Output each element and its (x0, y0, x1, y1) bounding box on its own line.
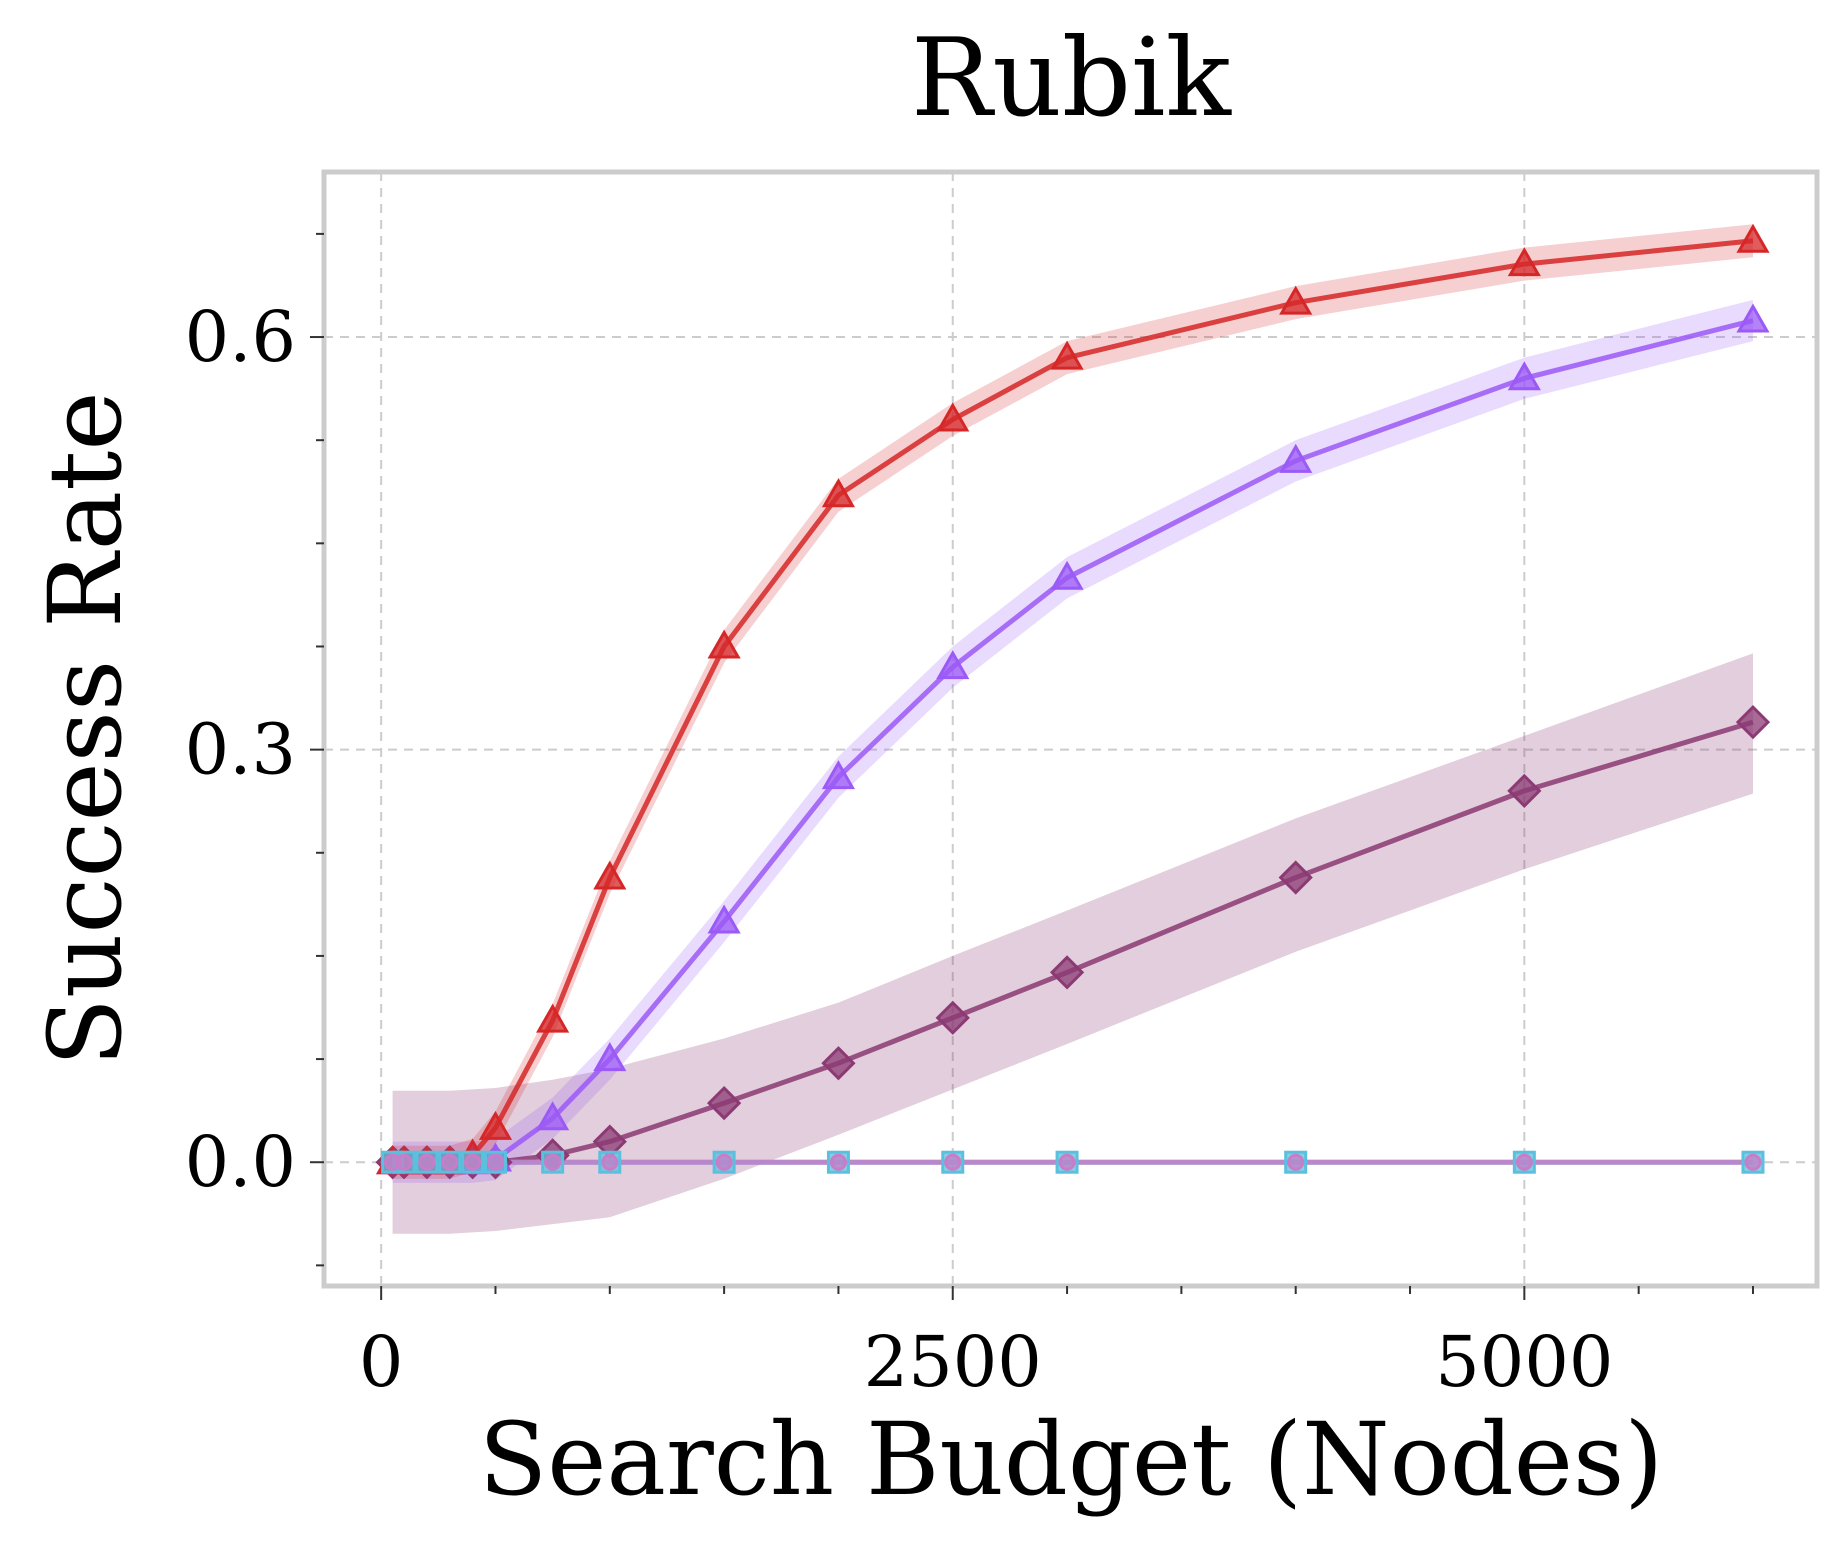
x-tick-label: 2500 (864, 1321, 1042, 1403)
chart-title: Rubik (911, 16, 1233, 141)
series-point-triangle (1279, 443, 1313, 473)
series-point-diamond (1735, 705, 1771, 740)
series-point-circle (441, 1153, 459, 1171)
series-point-circle (1287, 1153, 1305, 1171)
series-point-triangle (478, 1110, 513, 1140)
series-point-triangle (536, 1101, 570, 1131)
plot-frame (321, 169, 1820, 1289)
series-point-triangle (1736, 303, 1770, 333)
x-tick-label: 0 (359, 1321, 404, 1403)
y-tick-label: 0.0 (185, 1121, 296, 1203)
series-point-diamond (935, 1000, 970, 1035)
x-tick-label: 5000 (1435, 1321, 1613, 1403)
series-point-circle (1744, 1153, 1762, 1171)
series-point-diamond (1278, 860, 1313, 895)
series-point-diamond (706, 1085, 742, 1121)
series-point-circle (829, 1153, 847, 1171)
series-point-diamond (1049, 955, 1085, 990)
series-band (392, 653, 1753, 1234)
series-point-triangle (1279, 285, 1313, 315)
series-point-triangle (821, 478, 856, 508)
series-point-triangle (1507, 361, 1541, 391)
series-point-circle (1515, 1153, 1533, 1171)
series-point-triangle (707, 629, 741, 659)
series-point-circle (944, 1153, 962, 1171)
series-point-triangle (936, 650, 970, 680)
y-tick-label: 0.3 (185, 709, 296, 791)
series-point-triangle (593, 1042, 627, 1072)
series-point-triangle (707, 904, 741, 934)
series-point-circle (715, 1153, 733, 1171)
series-point-circle (395, 1153, 413, 1171)
series-point-circle (418, 1153, 436, 1171)
series-point-circle (601, 1153, 619, 1171)
series-point-circle (1058, 1153, 1076, 1171)
y-axis-label: Success Rate (27, 391, 144, 1066)
series-point-triangle (1507, 247, 1541, 277)
series-point-triangle (1050, 560, 1084, 590)
series-point-circle (464, 1153, 482, 1171)
x-axis-label: Search Budget (Nodes) (479, 1401, 1664, 1518)
series-point-circle (486, 1153, 504, 1171)
y-tick-label: 0.6 (185, 296, 296, 378)
series-point-circle (544, 1153, 562, 1171)
series-point-triangle (936, 402, 970, 432)
series-point-triangle (593, 860, 627, 890)
series-point-triangle (821, 760, 856, 790)
series-point-triangle (536, 1003, 570, 1033)
series-point-diamond (821, 1046, 856, 1081)
series-point-triangle (1736, 223, 1770, 253)
series-point-diamond (1507, 773, 1542, 809)
series-point-triangle (1050, 340, 1084, 370)
